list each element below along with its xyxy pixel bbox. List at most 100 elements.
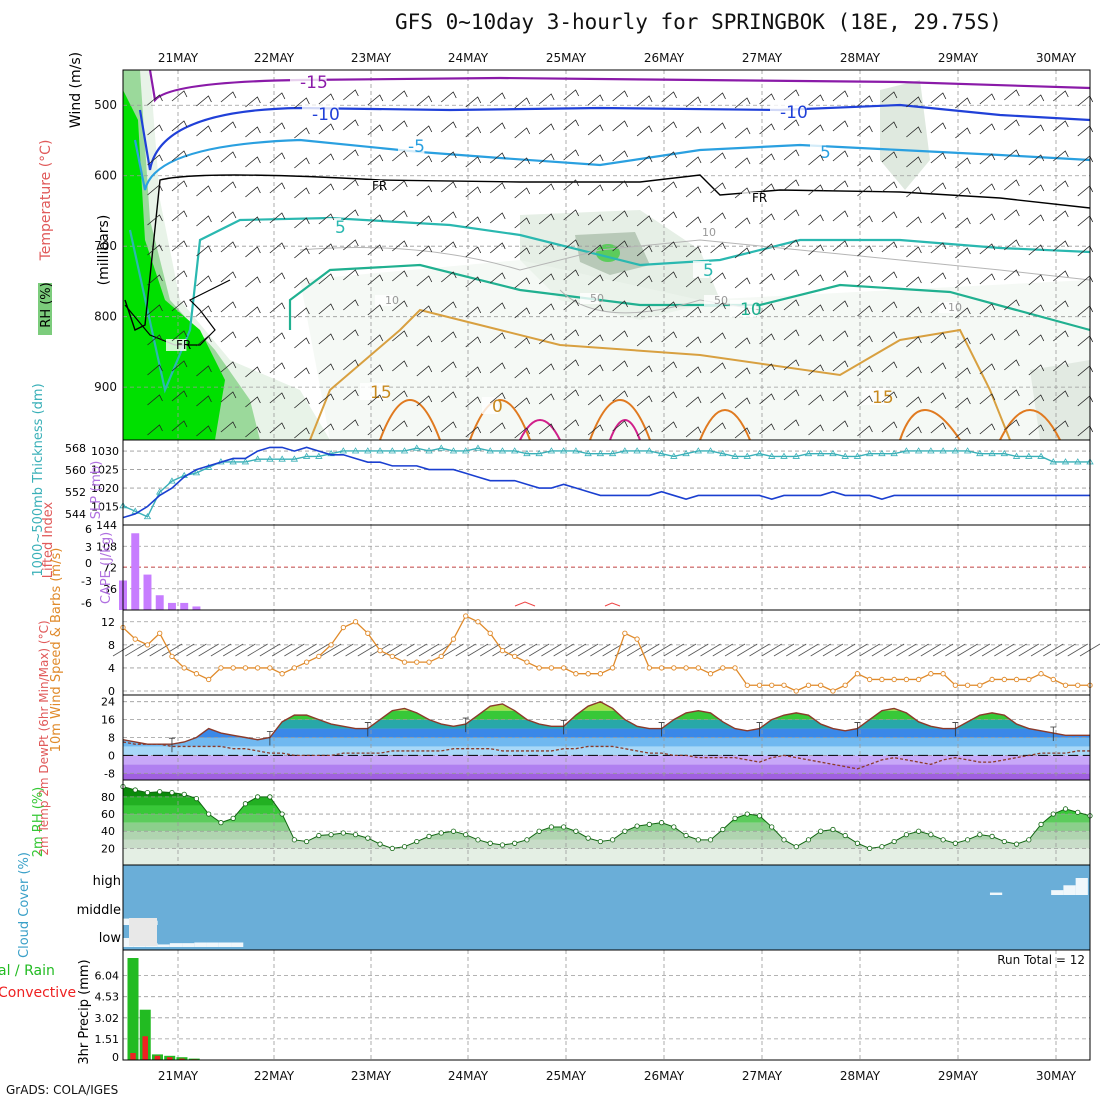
wind-barb xyxy=(465,216,482,228)
wind-barb xyxy=(1004,209,1020,221)
wind-barb xyxy=(710,152,726,164)
contour-label: 50 xyxy=(714,294,728,307)
thickness-point xyxy=(645,447,654,454)
wind-barb xyxy=(857,125,873,137)
rh-point xyxy=(952,840,958,846)
temp-contour-minus10 xyxy=(138,103,1091,171)
thickness-point xyxy=(376,447,384,454)
wind-barb xyxy=(196,155,212,167)
rh-point xyxy=(377,841,383,847)
wind-barb xyxy=(979,243,996,255)
date-tick-bottom: 26MAY xyxy=(644,1069,685,1083)
wind-speed-point xyxy=(352,619,359,625)
wind-speed-point xyxy=(1013,676,1020,683)
wind-speed-point xyxy=(450,636,457,642)
wind-barb xyxy=(514,217,531,229)
temp-contour-25 xyxy=(519,419,641,441)
wind-barb xyxy=(881,331,898,343)
minmax-bar xyxy=(462,717,469,733)
cloud-bar xyxy=(1075,878,1088,895)
thickness-point xyxy=(817,449,825,457)
wind-barb xyxy=(514,127,531,139)
wind-speed-point xyxy=(830,688,836,694)
date-tick-top: 21MAY xyxy=(158,51,199,65)
wind-barb xyxy=(1053,270,1069,282)
wind-barb xyxy=(832,420,849,432)
wind-barb xyxy=(712,643,733,657)
wind-barb xyxy=(343,89,359,101)
cloud-bar xyxy=(120,918,134,925)
minmax-bar xyxy=(952,722,959,737)
thickness-point xyxy=(364,447,372,454)
rh-tick-label: 40 xyxy=(101,825,115,838)
wind-speed-point xyxy=(340,624,346,631)
wind-barb xyxy=(930,212,947,224)
wind-barb xyxy=(979,183,996,195)
thickness-point xyxy=(1000,449,1009,457)
cloud-bar xyxy=(169,943,183,947)
wind-barb xyxy=(587,274,604,286)
rh-point xyxy=(720,826,726,833)
wind-barb xyxy=(661,151,677,163)
wind-speed-point xyxy=(683,665,689,671)
rh-point xyxy=(536,828,542,834)
wind-speed-point xyxy=(658,665,665,671)
rh-point xyxy=(646,821,652,827)
wind-barb xyxy=(685,426,702,438)
wind-speed-point xyxy=(854,671,861,677)
precip-tick-label: 1.51 xyxy=(95,1033,120,1046)
lifted-index-tick-label: 0 xyxy=(85,557,92,570)
wind-barb xyxy=(979,123,996,135)
wind-barb xyxy=(220,391,237,403)
wind-axis-label: Wind (m/s) xyxy=(68,52,84,128)
wind-barb xyxy=(514,307,531,319)
thickness-point xyxy=(1049,458,1057,465)
wind-barb xyxy=(685,306,702,318)
wind-barb xyxy=(392,390,408,402)
rh-point xyxy=(1026,837,1032,843)
wind-barb xyxy=(480,643,501,657)
wind-barb xyxy=(538,273,555,285)
rh-shade-broad xyxy=(300,260,1090,440)
rh-point xyxy=(879,844,885,850)
rh-point xyxy=(903,832,909,838)
wind-barb xyxy=(759,393,775,405)
wind-barb xyxy=(367,94,384,106)
rh-point xyxy=(781,837,787,843)
thickness-point xyxy=(351,447,360,454)
wind-barb xyxy=(857,185,873,197)
wind-barb xyxy=(808,274,824,286)
temperature-band xyxy=(123,728,1090,738)
wind-barb xyxy=(343,179,359,191)
thickness-point xyxy=(963,447,972,454)
wind-barb xyxy=(734,367,751,379)
date-tick-bottom: 21MAY xyxy=(158,1069,199,1083)
wind-barb xyxy=(675,643,697,657)
cloud-bar xyxy=(218,942,232,947)
thickness-point xyxy=(474,444,482,451)
cape-bar xyxy=(180,602,189,610)
wind-barb xyxy=(636,155,653,167)
date-tick-bottom: 27MAY xyxy=(742,1069,783,1083)
wind-barb xyxy=(196,185,212,197)
wind-barb xyxy=(1028,424,1045,436)
date-tick-top: 30MAY xyxy=(1036,51,1077,65)
rh-point xyxy=(450,828,457,834)
wind-barb xyxy=(857,305,873,317)
thickness-axis-label: 1000~500mb Thickness (dm) xyxy=(31,383,46,576)
wind-barb xyxy=(392,360,408,372)
wind-barb xyxy=(294,97,310,109)
wind-barb xyxy=(759,243,775,255)
cloud-bar xyxy=(989,892,1003,895)
wind-barb xyxy=(171,180,188,192)
rh-point xyxy=(695,837,701,843)
date-tick-top: 27MAY xyxy=(742,51,783,65)
wind-barb xyxy=(514,277,531,289)
wind-barb xyxy=(259,643,281,657)
wind-speed-point xyxy=(928,671,934,677)
date-tick-bottom: 30MAY xyxy=(1036,1069,1077,1083)
wind-barb xyxy=(685,216,702,228)
wind-barb xyxy=(783,419,800,431)
thickness-point xyxy=(168,477,176,484)
wind-barb xyxy=(881,121,898,133)
